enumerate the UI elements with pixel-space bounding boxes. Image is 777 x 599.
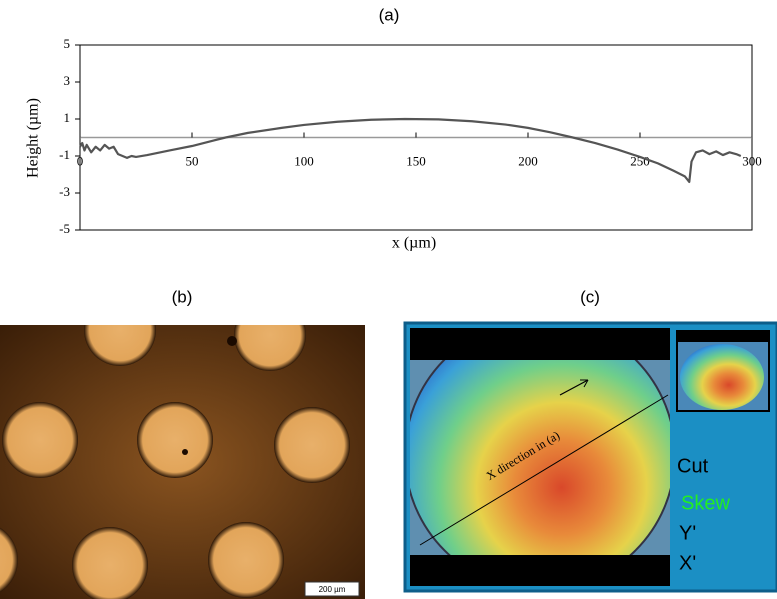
black-bar bbox=[410, 555, 670, 586]
x-tick-label: 200 bbox=[518, 153, 538, 168]
menu-item[interactable]: Y' bbox=[679, 522, 696, 544]
x-tick-label: 0 bbox=[77, 153, 84, 168]
panel-label: (b) bbox=[172, 287, 193, 306]
chart-title: (a) bbox=[379, 5, 400, 24]
arrow-head bbox=[580, 379, 589, 388]
x-axis-label: x (µm) bbox=[392, 235, 436, 252]
menu-item[interactable]: X' bbox=[679, 552, 696, 574]
y-tick-label: -3 bbox=[59, 184, 70, 199]
menu-item[interactable]: Skew bbox=[681, 492, 730, 514]
heatmap bbox=[410, 360, 670, 555]
x-tick-label: 250 bbox=[630, 153, 650, 168]
data-line bbox=[79, 117, 742, 183]
y-tick-label: 3 bbox=[64, 73, 71, 88]
micrograph bbox=[0, 325, 365, 599]
panel-label: (c) bbox=[580, 287, 600, 306]
x-tick-label: 100 bbox=[294, 153, 314, 168]
y-tick-label: -5 bbox=[59, 221, 70, 236]
scale-bar-label: 200 µm bbox=[319, 585, 346, 594]
direction-line bbox=[419, 394, 669, 546]
arrow bbox=[559, 379, 589, 396]
y-tick-label: 1 bbox=[64, 110, 71, 125]
y-axis-label: Height (µm) bbox=[25, 98, 42, 178]
y-tick-label: 5 bbox=[64, 36, 71, 51]
x-tick-label: 150 bbox=[406, 153, 426, 168]
y-tick-label: -1 bbox=[59, 147, 70, 162]
x-tick-label: 50 bbox=[186, 153, 199, 168]
x-tick-label: 300 bbox=[742, 153, 762, 168]
thumbnail-heatmap bbox=[680, 344, 764, 410]
menu-item[interactable]: Cut bbox=[677, 455, 709, 477]
black-bar bbox=[410, 328, 670, 360]
